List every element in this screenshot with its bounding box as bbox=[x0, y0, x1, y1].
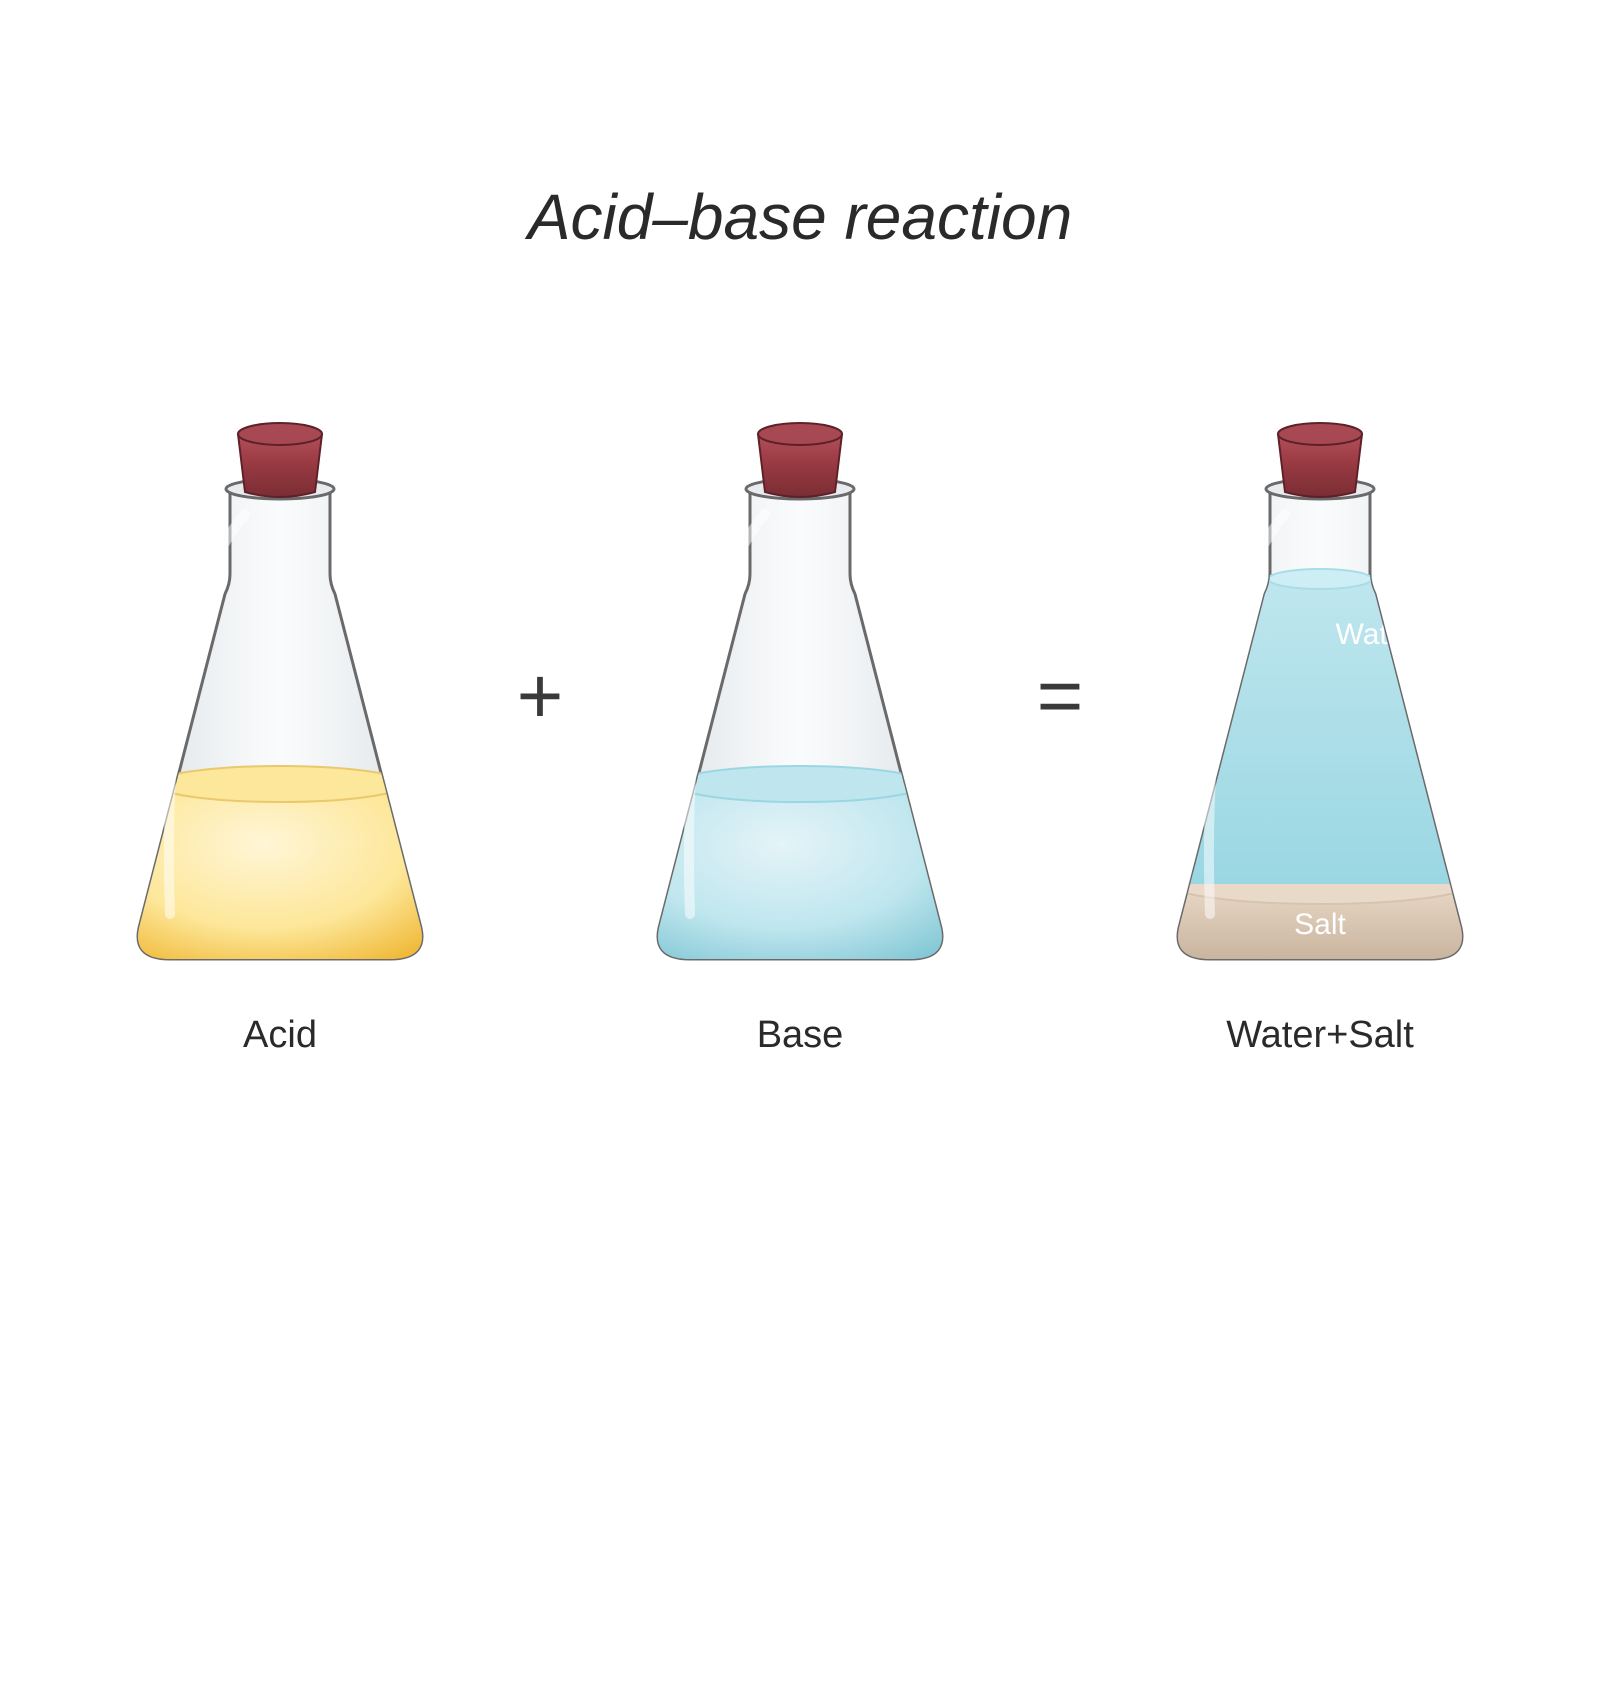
flask-acid-label: Acid bbox=[243, 1014, 317, 1057]
flask-acid: Acid bbox=[80, 414, 480, 1057]
flask-base-svg bbox=[630, 414, 970, 974]
plus-operator: + bbox=[500, 650, 580, 742]
flask-acid-svg bbox=[110, 414, 450, 974]
flask-product-label: Water+Salt bbox=[1226, 1014, 1414, 1057]
diagram-title: Acid–base reaction bbox=[528, 180, 1072, 254]
flask-base-label: Base bbox=[757, 1014, 844, 1057]
reaction-row: Acid + bbox=[80, 414, 1520, 1057]
water-inner-label: Water bbox=[1336, 618, 1415, 651]
equals-operator: = bbox=[1020, 650, 1100, 742]
flask-base: Base bbox=[600, 414, 1000, 1057]
salt-inner-label: Salt bbox=[1294, 908, 1346, 941]
flask-product-svg: Water Salt bbox=[1150, 414, 1490, 974]
flask-product: Water Salt Water+Salt bbox=[1120, 414, 1520, 1057]
